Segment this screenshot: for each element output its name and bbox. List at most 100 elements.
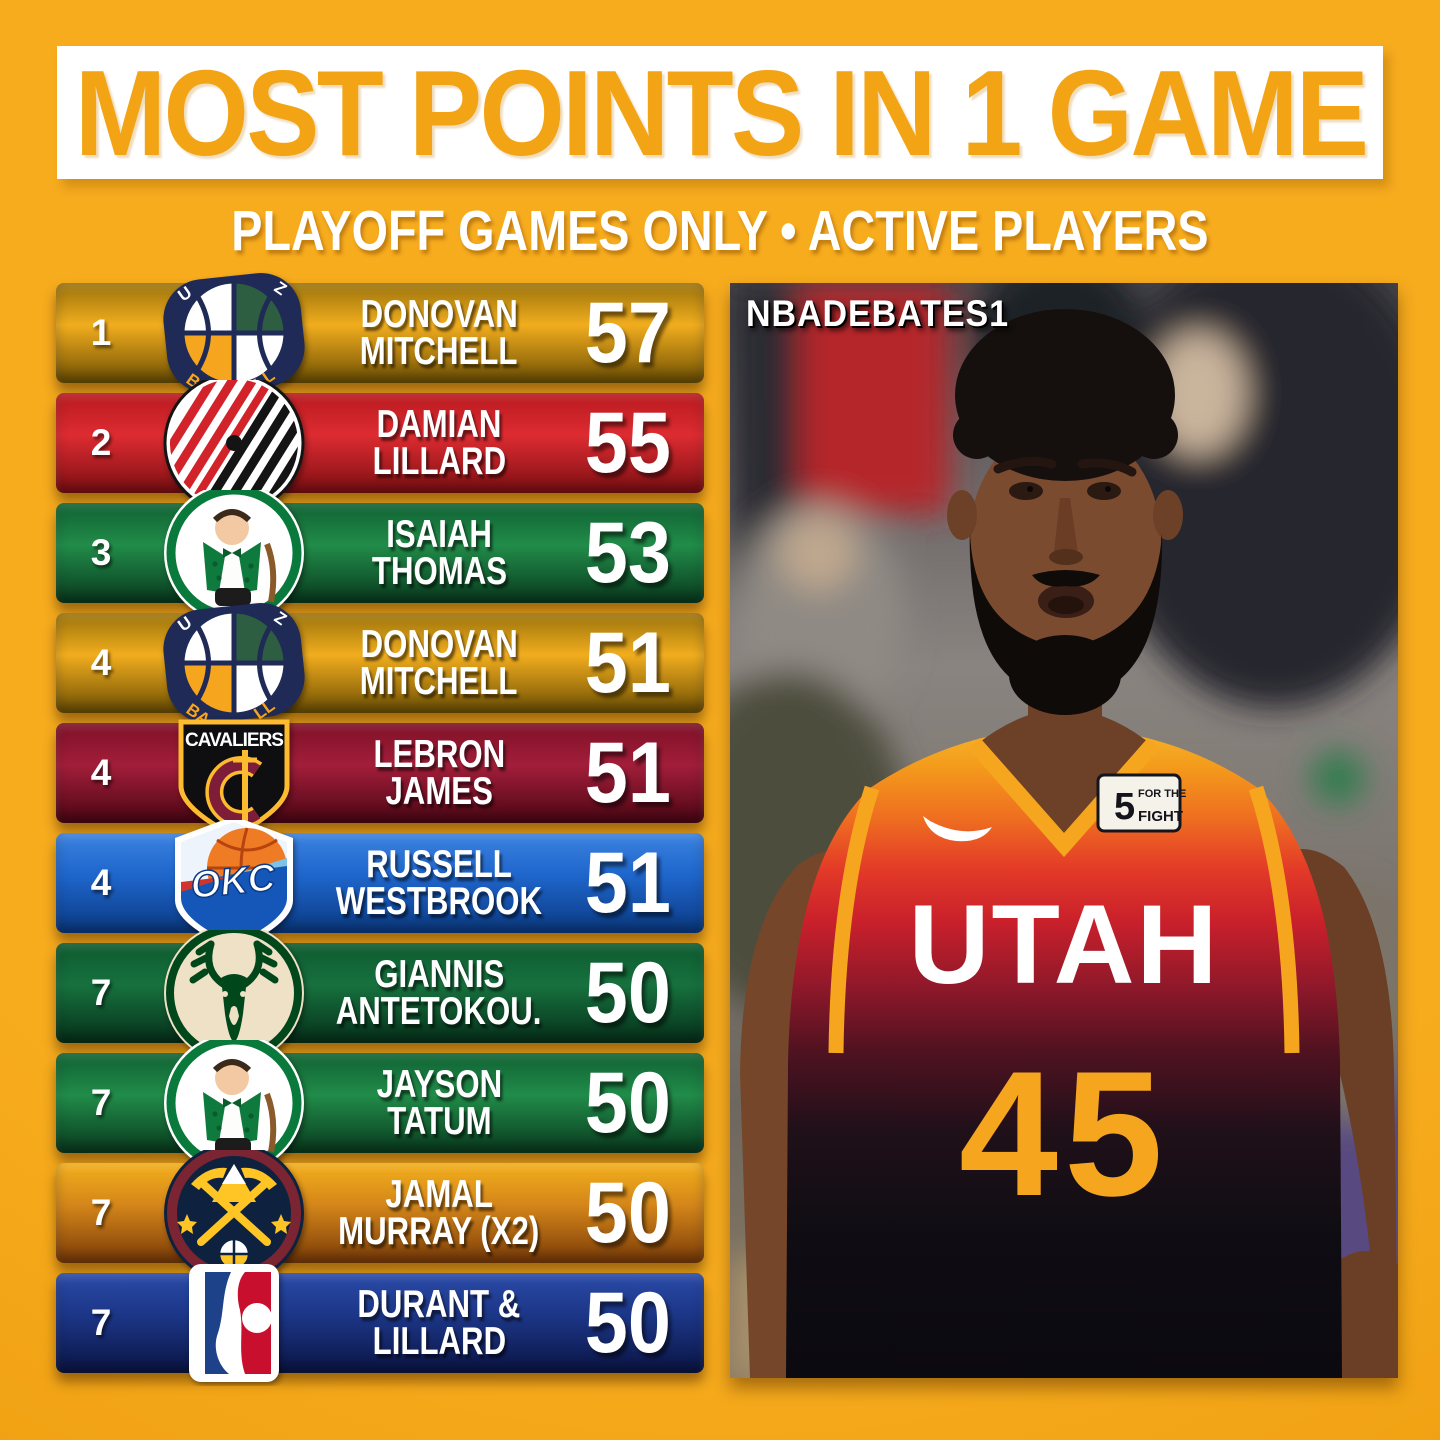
rank-value: 2 — [90, 422, 112, 463]
page-title: MOST POINTS IN 1 GAME — [74, 44, 1368, 181]
player-name-line1: LEBRON — [373, 732, 505, 776]
player-name: DURANT & LILLARD — [322, 1273, 556, 1373]
player-name-line2: MITCHELL — [360, 660, 518, 703]
page-subtitle-text: PLAYOFF GAMES ONLY • ACTIVE PLAYERS — [231, 199, 1209, 263]
points-number: 50 — [584, 944, 672, 1041]
rank-value: 4 — [90, 752, 112, 793]
rank-label: 7 — [70, 1273, 132, 1373]
player-name-line2: THOMAS — [371, 550, 507, 593]
rank-value: 7 — [90, 972, 112, 1013]
points-number: 51 — [584, 614, 672, 711]
celtics-logo-icon — [150, 490, 318, 616]
rank-label: 3 — [70, 503, 132, 603]
player-name: GIANNIS ANTETOKOU. — [322, 943, 556, 1043]
player-name-line2: ANTETOKOU. — [336, 990, 542, 1033]
player-name-line1: DAMIAN — [376, 402, 502, 446]
points-value: 50 — [556, 1273, 700, 1373]
table-row: 7 JAYSON TATUM 50 — [56, 1040, 704, 1166]
table-row: 1 U Z BA LL DONOVAN MITCHELL 57 — [56, 273, 704, 396]
player-name: LEBRON JAMES — [322, 723, 556, 823]
celtics-logo — [159, 490, 309, 616]
table-row: 2 DAMIAN LILLARD 55 — [56, 380, 704, 506]
watermark-label: NBADEBATES1 — [746, 293, 1009, 334]
player-name-line1: ISAIAH — [386, 512, 492, 556]
cavaliers-logo-icon: CAVALIERS — [150, 710, 318, 836]
player-name-line2: LILLARD — [372, 1320, 506, 1363]
nba-logo — [159, 1260, 309, 1386]
player-name-line2: JAMES — [385, 770, 493, 813]
points-value: 51 — [556, 613, 700, 713]
points-value: 50 — [556, 1053, 700, 1153]
rank-value: 1 — [90, 312, 112, 353]
player-name-line1: JAYSON — [376, 1062, 502, 1106]
bucks-logo — [159, 930, 309, 1056]
rank-label: 4 — [70, 833, 132, 933]
page-subtitle: PLAYOFF GAMES ONLY • ACTIVE PLAYERS — [0, 198, 1440, 264]
player-name: DONOVAN MITCHELL — [322, 283, 556, 383]
nuggets-logo — [159, 1150, 309, 1276]
jersey-team-text: UTAH — [909, 882, 1220, 1007]
player-name: DAMIAN LILLARD — [322, 393, 556, 493]
points-number: 50 — [584, 1274, 672, 1371]
bucks-logo-icon — [150, 930, 318, 1056]
utah-jazz-logo: U Z BA LL — [159, 600, 309, 726]
player-name: DONOVAN MITCHELL — [322, 613, 556, 713]
player-name-line1: RUSSELL — [366, 842, 512, 886]
rank-value: 7 — [90, 1302, 112, 1343]
trail-blazers-logo-icon — [150, 380, 318, 506]
points-number: 57 — [584, 284, 672, 381]
player-name-line1: DURANT & — [357, 1282, 521, 1326]
rank-value: 7 — [90, 1082, 112, 1123]
rank-label: 7 — [70, 1053, 132, 1153]
jersey-number-text: 45 — [959, 1034, 1169, 1233]
rank-label: 1 — [70, 283, 132, 383]
player-name-line2: LILLARD — [372, 440, 506, 483]
celtics-logo-icon — [150, 1040, 318, 1166]
player-name: JAYSON TATUM — [322, 1053, 556, 1153]
title-box: MOST POINTS IN 1 GAME — [57, 45, 1383, 181]
utah-jazz-logo: U Z BA LL — [159, 270, 309, 396]
points-number: 50 — [584, 1164, 672, 1261]
rank-label: 2 — [70, 393, 132, 493]
table-row: 4 CAVALIERS LEBRON JAMES 51 — [56, 719, 704, 836]
okc-thunder-logo-icon: OKC — [150, 820, 318, 946]
player-name: JAMAL MURRAY (X2) — [322, 1163, 556, 1263]
points-value: 55 — [556, 393, 700, 493]
svg-text:U: U — [174, 283, 195, 306]
patch-line1: FOR THE — [1138, 788, 1186, 800]
points-number: 51 — [584, 724, 672, 821]
points-value: 51 — [556, 723, 700, 823]
svg-text:CAVALIERS: CAVALIERS — [185, 730, 283, 751]
celtics-logo — [159, 1040, 309, 1166]
player-name-line2: WESTBROOK — [335, 880, 543, 923]
points-value: 53 — [556, 503, 700, 603]
svg-text:LL: LL — [250, 696, 278, 723]
points-value: 57 — [556, 283, 700, 383]
utah-jazz-logo-icon: U Z BA LL — [150, 600, 318, 726]
player-name: RUSSELL WESTBROOK — [322, 833, 556, 933]
rank-value: 4 — [90, 862, 112, 903]
nuggets-logo-icon — [150, 1150, 318, 1276]
patch-line2: FIGHT — [1138, 808, 1183, 825]
table-row: 4 OKC RUSSELL WESTBROOK 51 — [56, 820, 704, 946]
points-number: 53 — [584, 504, 672, 601]
player-name-line2: TATUM — [386, 1100, 492, 1143]
cavaliers-logo: CAVALIERS — [159, 710, 309, 836]
table-row: 4 U Z BA LL DONOVAN MITCHELL 51 — [56, 603, 704, 726]
nba-logo-icon — [150, 1260, 318, 1386]
table-row: 7 JAMAL MURRAY (X2) 50 — [56, 1150, 704, 1276]
table-row: 7 DURANT & LILLARD 50 — [56, 1264, 704, 1382]
rank-value: 7 — [90, 1192, 112, 1233]
player-name-line1: DONOVAN — [360, 292, 518, 336]
player-name-line2: MITCHELL — [360, 330, 518, 373]
okc-thunder-logo: OKC — [159, 820, 309, 946]
points-number: 50 — [584, 1054, 672, 1151]
player-name-line1: DONOVAN — [360, 622, 518, 666]
rank-value: 3 — [90, 532, 112, 573]
rank-label: 7 — [70, 1163, 132, 1263]
player-name-line1: GIANNIS — [373, 952, 504, 996]
player-photo-illustration: 5 FOR THE FIGHT UTAH 45 — [730, 283, 1398, 1378]
points-value: 51 — [556, 833, 700, 933]
jersey-patch: 5 FOR THE FIGHT — [1096, 773, 1186, 833]
